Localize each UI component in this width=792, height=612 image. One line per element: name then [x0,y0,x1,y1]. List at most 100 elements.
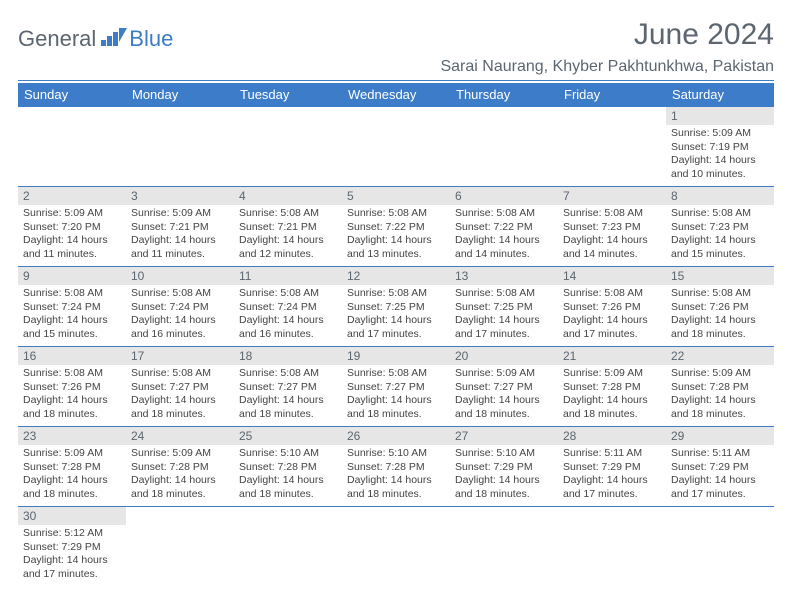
day-details: Sunrise: 5:08 AMSunset: 7:24 PMDaylight:… [234,285,342,345]
day-number: 4 [234,187,342,205]
sunset-text: Sunset: 7:24 PM [239,301,337,315]
day-number: 11 [234,267,342,285]
calendar-week: 30Sunrise: 5:12 AMSunset: 7:29 PMDayligh… [18,507,774,587]
calendar-day-cell: 28Sunrise: 5:11 AMSunset: 7:29 PMDayligh… [558,427,666,507]
day-number: 6 [450,187,558,205]
day-number: 27 [450,427,558,445]
calendar-week: 2Sunrise: 5:09 AMSunset: 7:20 PMDaylight… [18,187,774,267]
sunset-text: Sunset: 7:26 PM [671,301,769,315]
day-details: Sunrise: 5:08 AMSunset: 7:21 PMDaylight:… [234,205,342,265]
sunrise-text: Sunrise: 5:10 AM [239,447,337,461]
daylight-text: Daylight: 14 hours and 16 minutes. [131,314,229,341]
sunset-text: Sunset: 7:28 PM [23,461,121,475]
daylight-text: Daylight: 14 hours and 18 minutes. [671,314,769,341]
day-number: 17 [126,347,234,365]
day-number: 26 [342,427,450,445]
calendar-week: 16Sunrise: 5:08 AMSunset: 7:26 PMDayligh… [18,347,774,427]
calendar-day-cell: 23Sunrise: 5:09 AMSunset: 7:28 PMDayligh… [18,427,126,507]
sunrise-text: Sunrise: 5:11 AM [563,447,661,461]
calendar-day-cell: 17Sunrise: 5:08 AMSunset: 7:27 PMDayligh… [126,347,234,427]
header: General Blue June 2024 Sarai Naurang, Kh… [18,18,774,76]
weekday-header-cell: Friday [558,83,666,107]
sunset-text: Sunset: 7:19 PM [671,141,769,155]
sunset-text: Sunset: 7:25 PM [347,301,445,315]
daylight-text: Daylight: 14 hours and 18 minutes. [131,474,229,501]
logo: General Blue [18,26,173,52]
sunrise-text: Sunrise: 5:09 AM [563,367,661,381]
sunset-text: Sunset: 7:25 PM [455,301,553,315]
weekday-header-cell: Sunday [18,83,126,107]
daylight-text: Daylight: 14 hours and 18 minutes. [671,394,769,421]
daylight-text: Daylight: 14 hours and 18 minutes. [455,474,553,501]
day-number: 19 [342,347,450,365]
day-number: 25 [234,427,342,445]
day-number: 30 [18,507,126,525]
calendar-day-cell [18,107,126,187]
sunrise-text: Sunrise: 5:08 AM [347,287,445,301]
day-details: Sunrise: 5:08 AMSunset: 7:27 PMDaylight:… [342,365,450,425]
calendar-day-cell: 27Sunrise: 5:10 AMSunset: 7:29 PMDayligh… [450,427,558,507]
calendar-day-cell: 2Sunrise: 5:09 AMSunset: 7:20 PMDaylight… [18,187,126,267]
calendar-grid: SundayMondayTuesdayWednesdayThursdayFrid… [18,83,774,587]
location-subtitle: Sarai Naurang, Khyber Pakhtunkhwa, Pakis… [440,58,774,76]
day-number: 10 [126,267,234,285]
calendar-day-cell: 19Sunrise: 5:08 AMSunset: 7:27 PMDayligh… [342,347,450,427]
sunset-text: Sunset: 7:27 PM [239,381,337,395]
sunset-text: Sunset: 7:22 PM [347,221,445,235]
daylight-text: Daylight: 14 hours and 18 minutes. [23,474,121,501]
sunrise-text: Sunrise: 5:08 AM [131,367,229,381]
sunset-text: Sunset: 7:21 PM [239,221,337,235]
calendar-day-cell: 30Sunrise: 5:12 AMSunset: 7:29 PMDayligh… [18,507,126,587]
sunset-text: Sunset: 7:26 PM [23,381,121,395]
sunset-text: Sunset: 7:26 PM [563,301,661,315]
sunset-text: Sunset: 7:24 PM [131,301,229,315]
day-number: 23 [18,427,126,445]
daylight-text: Daylight: 14 hours and 13 minutes. [347,234,445,261]
sunrise-text: Sunrise: 5:08 AM [563,207,661,221]
day-details: Sunrise: 5:10 AMSunset: 7:29 PMDaylight:… [450,445,558,505]
day-details: Sunrise: 5:08 AMSunset: 7:27 PMDaylight:… [126,365,234,425]
daylight-text: Daylight: 14 hours and 18 minutes. [347,394,445,421]
sunrise-text: Sunrise: 5:09 AM [131,447,229,461]
day-number: 18 [234,347,342,365]
calendar-day-cell: 11Sunrise: 5:08 AMSunset: 7:24 PMDayligh… [234,267,342,347]
daylight-text: Daylight: 14 hours and 17 minutes. [23,554,121,581]
sunset-text: Sunset: 7:28 PM [131,461,229,475]
calendar-day-cell: 14Sunrise: 5:08 AMSunset: 7:26 PMDayligh… [558,267,666,347]
header-divider [18,80,774,81]
day-number: 13 [450,267,558,285]
sunset-text: Sunset: 7:29 PM [23,541,121,555]
day-details: Sunrise: 5:08 AMSunset: 7:25 PMDaylight:… [450,285,558,345]
calendar-day-cell [450,507,558,587]
day-details: Sunrise: 5:08 AMSunset: 7:26 PMDaylight:… [18,365,126,425]
weekday-header-cell: Thursday [450,83,558,107]
daylight-text: Daylight: 14 hours and 11 minutes. [131,234,229,261]
calendar-day-cell [126,507,234,587]
sunset-text: Sunset: 7:27 PM [131,381,229,395]
day-number: 3 [126,187,234,205]
sunset-text: Sunset: 7:29 PM [455,461,553,475]
calendar-day-cell: 12Sunrise: 5:08 AMSunset: 7:25 PMDayligh… [342,267,450,347]
calendar-day-cell: 18Sunrise: 5:08 AMSunset: 7:27 PMDayligh… [234,347,342,427]
sunrise-text: Sunrise: 5:11 AM [671,447,769,461]
daylight-text: Daylight: 14 hours and 10 minutes. [671,154,769,181]
day-number: 24 [126,427,234,445]
daylight-text: Daylight: 14 hours and 17 minutes. [563,314,661,341]
calendar-day-cell [666,507,774,587]
sunset-text: Sunset: 7:28 PM [563,381,661,395]
day-number: 7 [558,187,666,205]
sunrise-text: Sunrise: 5:08 AM [347,367,445,381]
sunset-text: Sunset: 7:23 PM [671,221,769,235]
daylight-text: Daylight: 14 hours and 15 minutes. [671,234,769,261]
day-number: 15 [666,267,774,285]
day-number: 29 [666,427,774,445]
sunrise-text: Sunrise: 5:08 AM [239,207,337,221]
day-details: Sunrise: 5:09 AMSunset: 7:19 PMDaylight:… [666,125,774,185]
calendar-day-cell: 22Sunrise: 5:09 AMSunset: 7:28 PMDayligh… [666,347,774,427]
calendar-day-cell: 29Sunrise: 5:11 AMSunset: 7:29 PMDayligh… [666,427,774,507]
day-details: Sunrise: 5:10 AMSunset: 7:28 PMDaylight:… [342,445,450,505]
sunrise-text: Sunrise: 5:08 AM [347,207,445,221]
daylight-text: Daylight: 14 hours and 18 minutes. [563,394,661,421]
calendar-day-cell [342,507,450,587]
sunset-text: Sunset: 7:24 PM [23,301,121,315]
